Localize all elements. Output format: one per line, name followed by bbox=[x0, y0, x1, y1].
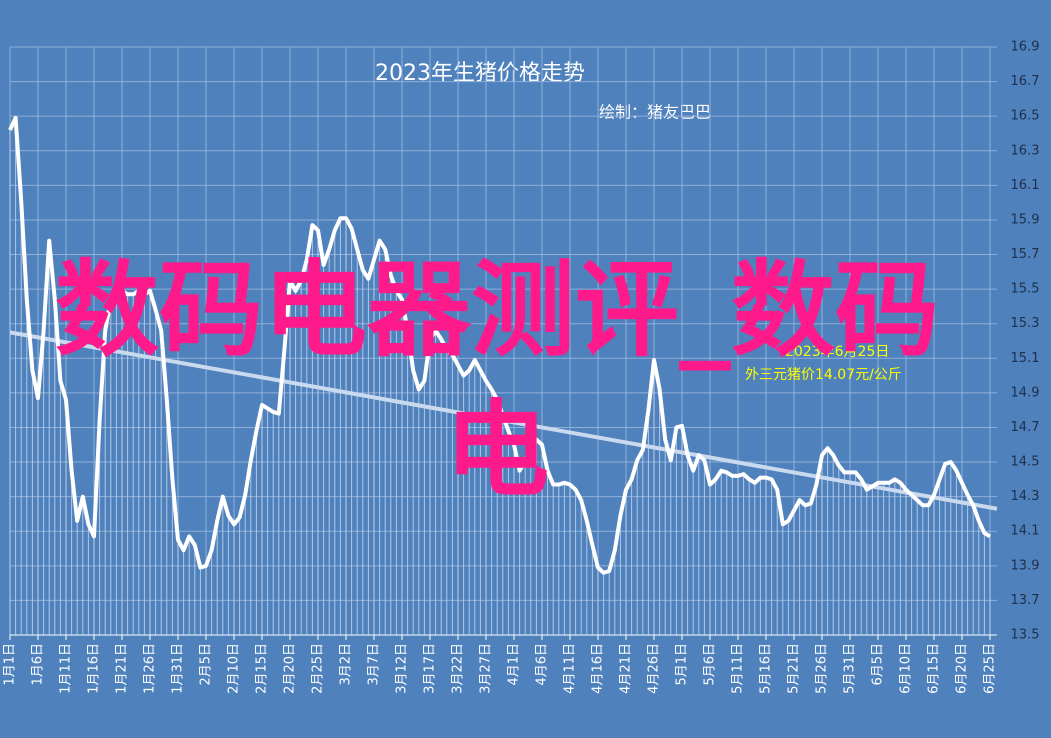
chart-title: 2023年生猪价格走势 bbox=[375, 61, 585, 86]
x-tick-label: 5月6日 bbox=[703, 643, 718, 686]
x-tick-label: 2月25日 bbox=[311, 643, 326, 694]
x-tick-label: 6月5日 bbox=[871, 643, 886, 686]
y-tick-label: 15.7 bbox=[1011, 247, 1040, 262]
y-tick-label: 15.5 bbox=[1011, 282, 1040, 297]
y-tick-label: 14.7 bbox=[1011, 420, 1040, 435]
annotation: 外三元猪价14.07元/公斤 bbox=[745, 367, 902, 383]
x-tick-label: 1月11日 bbox=[59, 643, 74, 694]
x-tick-label: 2月10日 bbox=[227, 643, 242, 694]
x-tick-label: 3月17日 bbox=[423, 643, 438, 694]
x-tick-label: 1月26日 bbox=[143, 643, 158, 694]
y-tick-label: 14.1 bbox=[1011, 524, 1040, 539]
annotation: 2023年6月25日 bbox=[785, 344, 889, 360]
y-tick-label: 14.5 bbox=[1011, 455, 1040, 470]
x-tick-label: 4月6日 bbox=[535, 643, 550, 686]
x-tick-label: 3月2日 bbox=[339, 643, 354, 686]
x-tick-label: 1月1日 bbox=[3, 643, 18, 686]
x-tick-label: 5月26日 bbox=[815, 643, 830, 694]
y-tick-label: 16.9 bbox=[1011, 40, 1040, 55]
x-tick-label: 4月1日 bbox=[507, 643, 522, 686]
x-tick-label: 3月12日 bbox=[395, 643, 410, 694]
x-tick-label: 3月27日 bbox=[479, 643, 494, 694]
y-tick-label: 16.5 bbox=[1011, 109, 1040, 124]
x-tick-label: 6月10日 bbox=[899, 643, 914, 694]
y-tick-label: 13.9 bbox=[1011, 558, 1040, 573]
y-tick-label: 13.7 bbox=[1011, 593, 1040, 608]
x-tick-label: 4月16日 bbox=[591, 643, 606, 694]
y-tick-label: 14.9 bbox=[1011, 385, 1040, 400]
x-tick-label: 6月20日 bbox=[955, 643, 970, 694]
y-tick-label: 14.3 bbox=[1011, 489, 1040, 504]
x-tick-label: 5月11日 bbox=[731, 643, 746, 694]
y-tick-label: 15.1 bbox=[1011, 351, 1040, 366]
x-tick-label: 5月1日 bbox=[675, 643, 690, 686]
y-tick-label: 13.5 bbox=[1011, 628, 1040, 643]
x-tick-label: 3月22日 bbox=[451, 643, 466, 694]
y-tick-label: 15.9 bbox=[1011, 212, 1040, 227]
x-tick-label: 6月15日 bbox=[927, 643, 942, 694]
x-tick-label: 4月21日 bbox=[619, 643, 634, 694]
x-tick-label: 5月16日 bbox=[759, 643, 774, 694]
x-tick-label: 5月21日 bbox=[787, 643, 802, 694]
x-tick-label: 1月21日 bbox=[115, 643, 130, 694]
x-tick-label: 1月16日 bbox=[87, 643, 102, 694]
chart-subtitle: 绘制：猪友巴巴 bbox=[599, 103, 711, 122]
x-tick-label: 2月20日 bbox=[283, 643, 298, 694]
y-tick-label: 16.1 bbox=[1011, 178, 1040, 193]
y-tick-label: 16.7 bbox=[1011, 74, 1040, 89]
x-tick-label: 1月6日 bbox=[31, 643, 46, 686]
y-tick-label: 15.3 bbox=[1011, 316, 1040, 331]
price-line bbox=[8, 115, 992, 575]
x-tick-label: 3月7日 bbox=[367, 643, 382, 686]
x-tick-label: 6月25日 bbox=[983, 643, 998, 694]
x-tick-label: 2月15日 bbox=[255, 643, 270, 694]
x-tick-label: 2月5日 bbox=[199, 643, 214, 686]
x-tick-label: 1月31日 bbox=[171, 643, 186, 694]
x-tick-label: 4月26日 bbox=[647, 643, 662, 694]
x-tick-label: 5月31日 bbox=[843, 643, 858, 694]
y-tick-label: 16.3 bbox=[1011, 143, 1040, 158]
x-tick-label: 4月11日 bbox=[563, 643, 578, 694]
